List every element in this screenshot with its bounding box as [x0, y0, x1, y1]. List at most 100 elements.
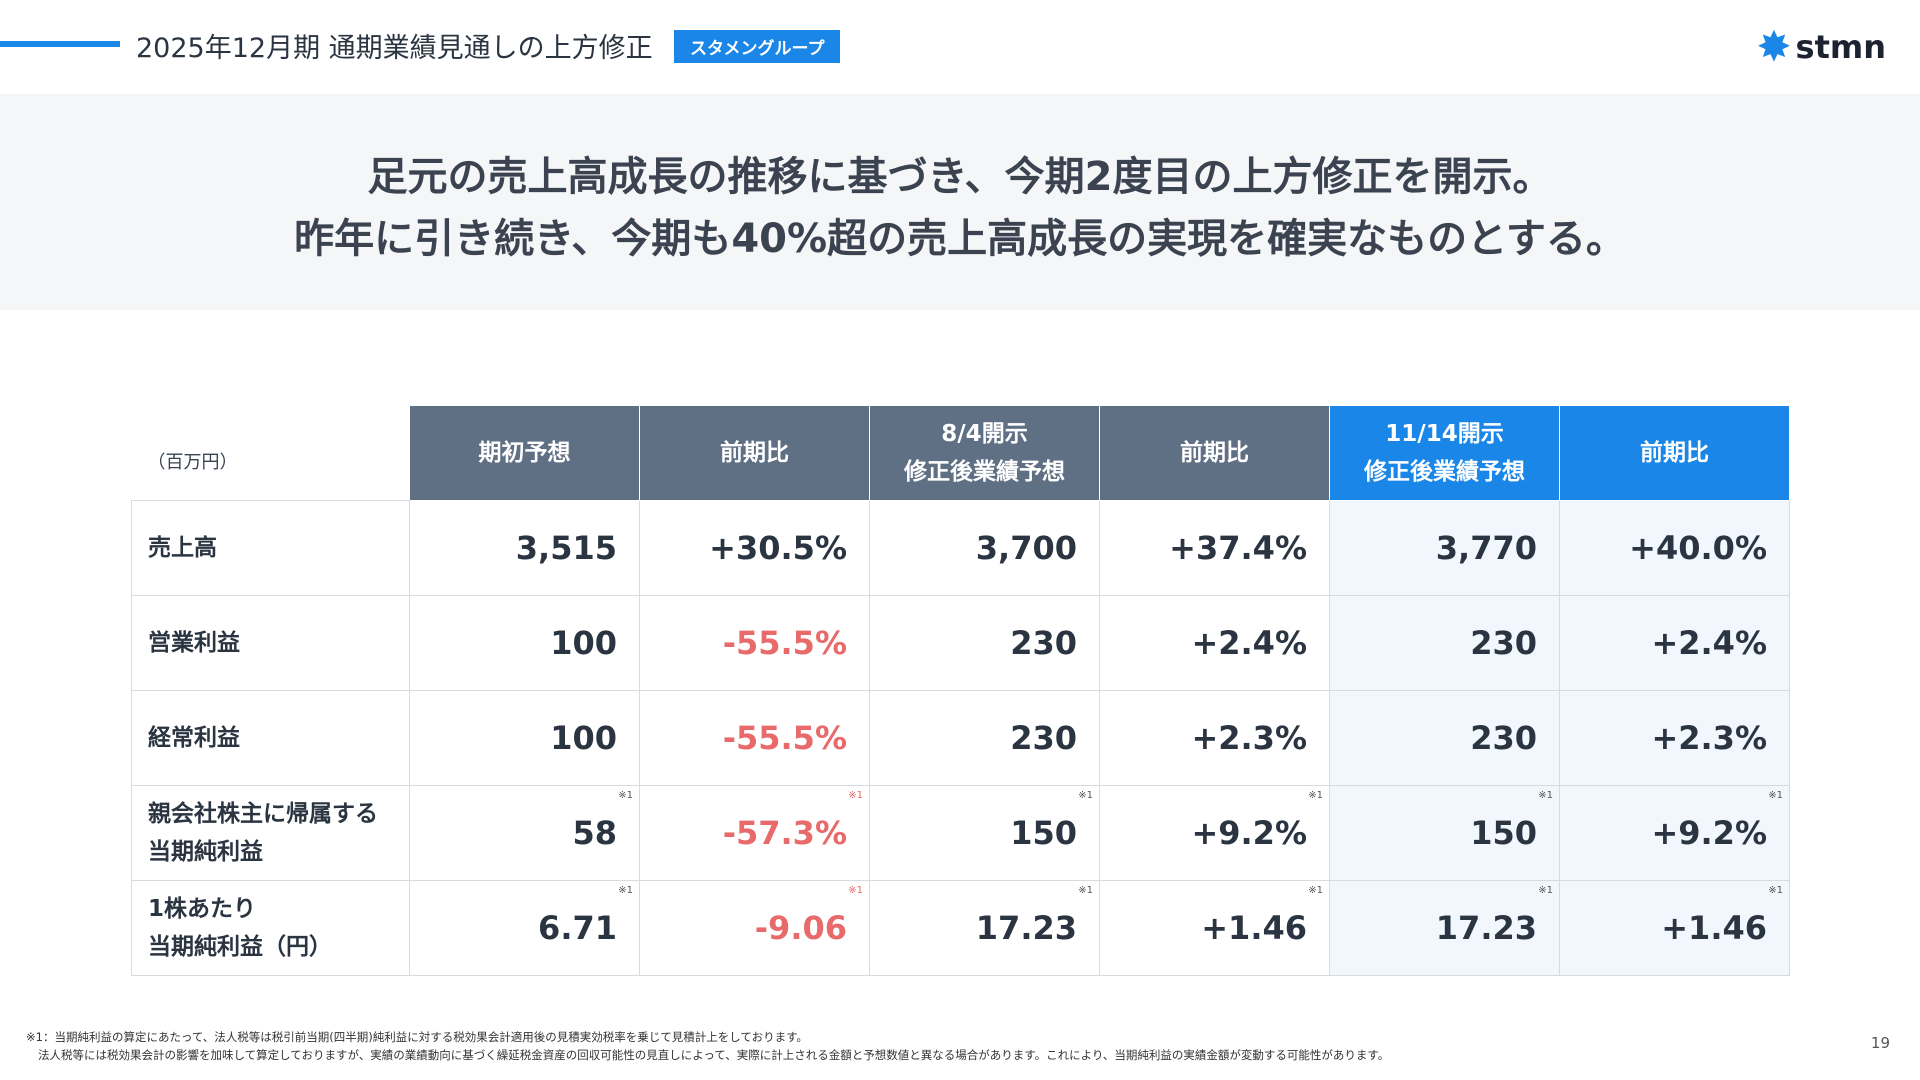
footnote-marker: ※1 [1078, 790, 1093, 801]
slide-title: 2025年12月期 通期業績見通しの上方修正 [136, 33, 653, 64]
value-text: -55.5% [722, 624, 847, 662]
value-text: 230 [1470, 624, 1537, 662]
value-text: 100 [550, 624, 617, 662]
footnote-marker: ※1 [1308, 790, 1323, 801]
value-text: -55.5% [722, 719, 847, 757]
value-cell: ※1 +1.46 [1099, 880, 1330, 976]
value-cell: ※1 17.23 [869, 880, 1100, 976]
logo: ✸ stmn [1756, 26, 1886, 68]
row-label-text: 1株あたり [148, 896, 257, 922]
value-cell: +37.4% [1099, 500, 1330, 596]
value-text: -9.06 [754, 909, 847, 947]
value-text: 6.71 [538, 909, 617, 947]
value-text: +9.2% [1191, 814, 1307, 852]
row-label: 親会社株主に帰属する 当期純利益 [131, 785, 410, 881]
table-row: 営業利益 100 -55.5% 230 +2.4% 230 +2.4% [131, 595, 1790, 691]
column-header-text: 期初予想 [478, 440, 571, 466]
value-text: 230 [1010, 624, 1077, 662]
value-cell: 230 [869, 595, 1100, 691]
footnote-line-1: ※1：当期純利益の算定にあたって、法人税等は税引前当期(四半期)純利益に対する税… [26, 1030, 808, 1044]
row-label: 1株あたり当期純利益（円） [131, 880, 410, 976]
footnote-marker: ※1 [848, 885, 863, 896]
value-cell: 100 [409, 595, 640, 691]
row-label: 経常利益 [131, 690, 410, 786]
value-text: 17.23 [1435, 909, 1537, 947]
value-cell: +2.3% [1099, 690, 1330, 786]
column-header: 前期比 [1099, 405, 1330, 501]
headline-banner: 足元の売上高成長の推移に基づき、今期2度目の上方修正を開示。 昨年に引き続き、今… [0, 94, 1920, 310]
column-header-text: 11/14開示 [1385, 421, 1504, 447]
value-text: +2.4% [1191, 624, 1307, 662]
group-badge: スタメングループ [674, 30, 841, 63]
column-header: 前期比 [639, 405, 870, 501]
value-cell: +30.5% [639, 500, 870, 596]
value-cell: +2.4% [1559, 595, 1790, 691]
value-cell: -55.5% [639, 595, 870, 691]
column-header: 前期比 [1559, 405, 1790, 501]
footnote-marker: ※1 [1308, 885, 1323, 896]
footnote-marker: ※1 [1078, 885, 1093, 896]
value-cell: -55.5% [639, 690, 870, 786]
value-text: 3,515 [515, 529, 617, 567]
footnote-marker: ※1 [618, 885, 633, 896]
value-text: 150 [1010, 814, 1077, 852]
table-row: 1株あたり 当期純利益（円） ※1 6.71 ※1 -9.06 ※1 17.23 ※1 +1.46… [131, 880, 1790, 976]
footnote-marker: ※1 [1538, 885, 1553, 896]
value-text: -57.3% [722, 814, 847, 852]
row-label-text: 当期純利益（円） [148, 934, 332, 960]
value-cell: 3,700 [869, 500, 1100, 596]
row-label-text: 当期純利益 [148, 839, 263, 865]
logo-text: stmn [1795, 28, 1886, 66]
value-cell: 100 [409, 690, 640, 786]
value-text: 230 [1010, 719, 1077, 757]
column-header: 8/4開示修正後業績予想 [869, 405, 1100, 501]
footnote-line-2: 法人税等には税効果会計の影響を加味して算定しておりますが、実績の業績動向に基づく… [38, 1048, 1390, 1062]
value-text: 58 [572, 814, 617, 852]
unit-label: （百万円） [131, 405, 410, 501]
star-logo-icon: ✸ [1756, 22, 1792, 71]
value-cell: ※1 -57.3% [639, 785, 870, 881]
column-header-text: 8/4開示 [941, 421, 1028, 447]
footnote-marker: ※1 [1768, 790, 1783, 801]
column-header-text: 前期比 [1640, 440, 1709, 466]
value-text: +2.3% [1651, 719, 1767, 757]
column-header: 期初予想 [409, 405, 640, 501]
value-cell: ※1 150 [869, 785, 1100, 881]
value-cell: ※1 -9.06 [639, 880, 870, 976]
value-cell: 3,770 [1329, 500, 1560, 596]
value-cell: ※1 6.71 [409, 880, 640, 976]
value-text: +2.3% [1191, 719, 1307, 757]
value-text: +1.46 [1201, 909, 1307, 947]
value-cell: ※1 58 [409, 785, 640, 881]
value-text: 100 [550, 719, 617, 757]
value-cell: ※1 150 [1329, 785, 1560, 881]
value-cell: 230 [869, 690, 1100, 786]
footnote-marker: ※1 [1768, 885, 1783, 896]
footnote-marker: ※1 [618, 790, 633, 801]
value-cell: 3,515 [409, 500, 640, 596]
row-label: 売上高 [131, 500, 410, 596]
top-bar: 2025年12月期 通期業績見通しの上方修正 スタメングループ ✸ stmn [0, 0, 1920, 94]
headline-line-2: 昨年に引き続き、今期も40%超の売上高成長の実現を確実なものとする。 [294, 216, 1626, 262]
row-label-text: 親会社株主に帰属する [148, 801, 378, 827]
column-header: 11/14開示 修正後業績予想 [1329, 405, 1560, 501]
row-label-text: 売上高 [148, 535, 217, 561]
column-header-text: 前期比 [720, 440, 789, 466]
value-cell: ※1 +1.46 [1559, 880, 1790, 976]
footnote-marker: ※1 [1538, 790, 1553, 801]
column-header-text: 前期比 [1180, 440, 1249, 466]
headline-line-1: 足元の売上高成長の推移に基づき、今期2度目の上方修正を開示。 [367, 154, 1553, 200]
column-header-text: 修正後業績予想 [1364, 459, 1525, 485]
footnote: ※1：当期純利益の算定にあたって、法人税等は税引前当期(四半期)純利益に対する税… [26, 1028, 1389, 1064]
row-label-text: 営業利益 [148, 630, 240, 656]
accent-line [0, 41, 120, 47]
value-text: +9.2% [1651, 814, 1767, 852]
value-cell: +40.0% [1559, 500, 1790, 596]
column-header-text: 修正後業績予想 [904, 459, 1065, 485]
table-row: 経常利益 100 -55.5% 230 +2.3% 230 +2.3% [131, 690, 1790, 786]
value-cell: ※1 17.23 [1329, 880, 1560, 976]
value-text: +1.46 [1661, 909, 1767, 947]
value-cell: 230 [1329, 690, 1560, 786]
value-text: +30.5% [709, 529, 847, 567]
value-text: +2.4% [1651, 624, 1767, 662]
